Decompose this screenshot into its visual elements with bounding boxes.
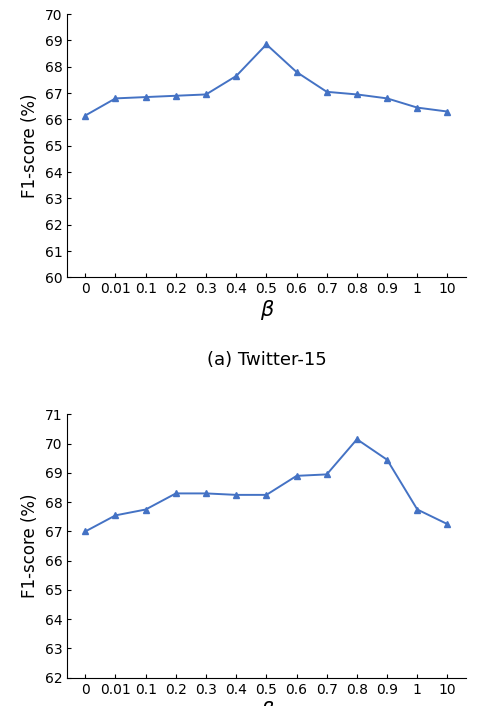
Y-axis label: F1-score (%): F1-score (%) xyxy=(21,93,39,198)
X-axis label: β: β xyxy=(260,301,273,321)
X-axis label: β: β xyxy=(260,701,273,706)
Y-axis label: F1-score (%): F1-score (%) xyxy=(21,493,39,599)
Title: (a) Twitter-15: (a) Twitter-15 xyxy=(206,351,326,369)
